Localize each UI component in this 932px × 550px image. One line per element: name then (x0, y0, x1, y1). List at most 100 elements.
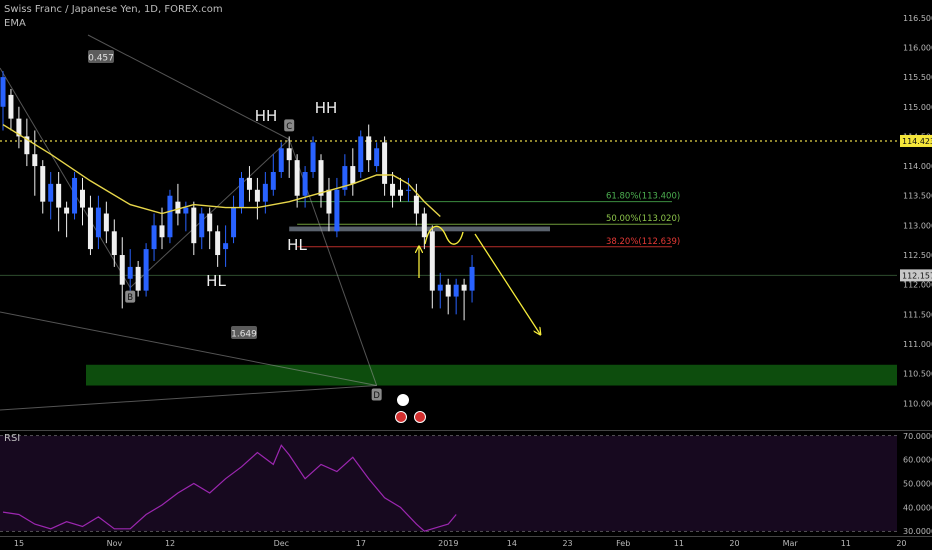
fib-label: 50.00%(113.020) (606, 214, 680, 224)
current-price-tag: 112.157 (902, 271, 932, 280)
fib-retracement: 61.80%(113.400) 50.00%(113.020) 38.20%(112… (297, 192, 680, 248)
price-tick-label: 111.500 (903, 310, 932, 319)
candle-body (16, 118, 22, 137)
candle-body (358, 136, 364, 172)
fib-label: 38.20%(112.639) (606, 237, 680, 247)
event-icon (395, 411, 407, 423)
candle-body (111, 231, 117, 256)
candle-body (294, 160, 300, 196)
candle-body (246, 177, 252, 190)
price-tick-label: 110.000 (903, 399, 932, 408)
candle-body (421, 213, 427, 238)
candle-body (159, 225, 165, 238)
candle-body (461, 284, 467, 291)
current-price-tag-bg (900, 269, 932, 282)
point-label: C (286, 122, 292, 132)
point-badge (371, 388, 382, 401)
candle-body (95, 207, 101, 238)
structure-labels: HH HH HL HL (206, 99, 426, 423)
support-zone (86, 364, 897, 386)
candle-body (390, 183, 396, 196)
candle-body (350, 166, 356, 184)
pattern-line (0, 67, 131, 288)
ratio-badge (231, 326, 257, 339)
candle-body (24, 136, 30, 155)
candle-body (175, 201, 181, 214)
price-tick-label: 113.500 (903, 192, 932, 201)
candle-body (413, 195, 419, 214)
candle-body (64, 207, 70, 214)
candle-body (8, 94, 14, 119)
time-tick-label: Dec (274, 539, 289, 548)
time-tick-label: 17 (356, 539, 366, 548)
candle-body (270, 172, 276, 190)
rsi-tick-label: 70.0000 (903, 432, 932, 441)
candles (0, 71, 475, 321)
price-tick-label: 112.000 (903, 281, 932, 290)
candle-body (254, 189, 260, 202)
candle-body (87, 207, 93, 250)
pattern-line (0, 311, 377, 387)
candle-body (231, 207, 237, 238)
pattern-line (0, 385, 377, 411)
candle-body (183, 207, 189, 214)
ratio-label: 0.457 (88, 54, 114, 64)
ema-line (2, 124, 441, 218)
time-tick-label: 15 (14, 539, 24, 548)
rsi-legend: RSI (4, 433, 21, 444)
ema-path (2, 124, 441, 218)
candle-body (398, 189, 403, 196)
candle-body (127, 266, 133, 279)
event-icon (414, 411, 426, 423)
symbol-legend: Swiss Franc / Japanese Yen, 1D, FOREX.co… (4, 4, 223, 15)
candle-body (151, 225, 157, 250)
down-arrow (474, 233, 540, 334)
main-pane-bg (0, 0, 932, 430)
resistance-zone (289, 226, 550, 232)
time-tick-label: 11 (674, 539, 684, 548)
candle-body (405, 189, 411, 191)
candle-body (199, 213, 205, 238)
candle-body (48, 183, 54, 202)
candle-body (262, 183, 268, 202)
candle-body (167, 195, 173, 238)
rsi-path (2, 444, 457, 532)
candle-body (374, 148, 380, 167)
candle-body (32, 154, 38, 167)
candle-body (207, 213, 213, 232)
candle-body (119, 255, 125, 285)
time-tick-label: Mar (783, 539, 799, 548)
structure-label: HH (255, 107, 278, 125)
marked-level-tag: 114.423 (902, 137, 932, 146)
price-tick-label: 110.500 (903, 370, 932, 379)
candle-body (302, 172, 308, 196)
price-tick-label: 114.000 (903, 162, 932, 171)
price-tick-label: 115.000 (903, 103, 932, 112)
rsi-tick-label: 60.0000 (903, 456, 932, 465)
price-tick-label: 112.500 (903, 251, 932, 260)
structure-label: HL (206, 272, 226, 290)
candle-body (318, 160, 324, 196)
price-tick-label: 116.500 (903, 14, 932, 23)
candle-body (56, 183, 62, 208)
ratio-label: 1.649 (231, 330, 257, 340)
event-icon (397, 394, 409, 406)
candle-body (278, 148, 284, 172)
candle-body (326, 189, 332, 214)
point-label: D (373, 391, 380, 401)
price-tick-label: 111.000 (903, 340, 932, 349)
candle-body (429, 231, 435, 291)
price-tick-label: 116.000 (903, 43, 932, 52)
point-badge (125, 290, 136, 303)
candle-body (80, 189, 85, 208)
rsi-tick-label: 30.0000 (903, 527, 932, 536)
ema-legend: EMA (4, 18, 26, 29)
candle-body (382, 142, 388, 184)
pattern-line (87, 34, 290, 140)
candle-body (143, 249, 149, 291)
candle-body (103, 213, 109, 232)
time-tick-label: Feb (616, 539, 630, 548)
axes: 116.500116.000115.500115.000114.500114.0… (14, 14, 932, 548)
marked-level-tag-bg (900, 134, 932, 147)
